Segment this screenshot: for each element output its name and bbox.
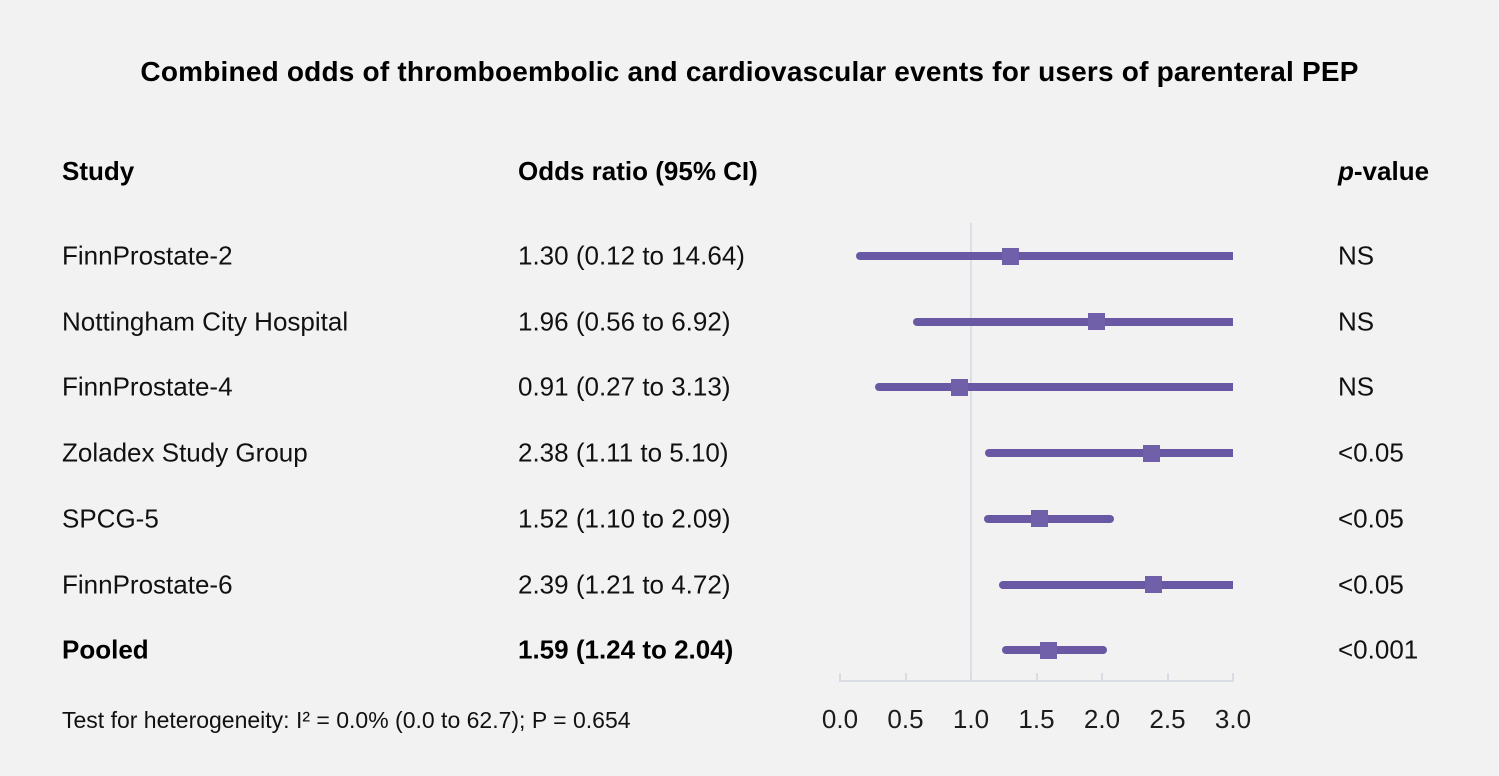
confidence-interval-bar (998, 580, 1233, 589)
odds-ratio-marker (950, 378, 968, 396)
odds-ratio-marker (1144, 576, 1162, 593)
x-axis-tick (1166, 673, 1169, 682)
odds-ratio-text: 1.59 (1.24 to 2.04) (518, 634, 734, 665)
odds-ratio-text: 1.52 (1.10 to 2.09) (518, 503, 731, 534)
study-label: FinnProstate-2 (62, 240, 233, 271)
p-value-text: <0.05 (1338, 569, 1404, 599)
confidence-interval-bar (984, 514, 1114, 523)
study-label: SPCG-5 (62, 503, 159, 534)
study-label: Zoladex Study Group (62, 437, 308, 468)
confidence-interval-bar (913, 317, 1233, 326)
x-axis-tick (1232, 673, 1234, 682)
x-axis-tick-label: 1.5 (1018, 704, 1055, 734)
x-axis-tick-label: 0.5 (887, 704, 924, 734)
odds-ratio-marker (1088, 313, 1106, 331)
study-label: Pooled (62, 634, 149, 665)
x-axis-tick (1101, 673, 1103, 682)
x-axis-tick-label: 1.0 (952, 704, 990, 734)
x-axis-tick (1035, 673, 1038, 682)
p-value-text: NS (1338, 240, 1375, 271)
odds-ratio-text: 0.91 (0.27 to 3.13) (518, 371, 731, 402)
odds-ratio-text: 1.30 (0.12 to 14.64) (518, 240, 745, 271)
confidence-interval-bar (855, 252, 1233, 260)
p-value-header-rest: -value (1353, 156, 1430, 186)
x-axis-tick (970, 673, 972, 682)
reference-line-at-1 (970, 223, 972, 682)
column-header-odds-ratio: Odds ratio (95% CI) (518, 156, 758, 186)
p-value-text: <0.001 (1338, 634, 1419, 665)
odds-ratio-text: 1.96 (0.56 to 6.92) (518, 306, 731, 337)
p-value-header-italic-p: p (1338, 156, 1354, 186)
odds-ratio-marker (1030, 510, 1048, 528)
study-label: FinnProstate-4 (62, 371, 233, 402)
x-axis-tick-label: 0.0 (821, 704, 859, 734)
heterogeneity-note: Test for heterogeneity: I² = 0.0% (0.0 t… (62, 707, 631, 733)
x-axis-tick-label: 2.0 (1083, 704, 1121, 734)
x-axis-tick (904, 673, 907, 682)
odds-ratio-text: 2.38 (1.11 to 5.10) (518, 437, 729, 468)
column-header-study: Study (62, 156, 135, 186)
odds-ratio-text: 2.39 (1.21 to 4.72) (518, 569, 731, 599)
x-axis-tick (839, 673, 841, 682)
confidence-interval-bar (985, 449, 1233, 458)
odds-ratio-marker (1143, 444, 1161, 462)
x-axis-tick-label: 2.5 (1149, 704, 1186, 734)
odds-ratio-marker (1039, 641, 1057, 659)
p-value-text: <0.05 (1338, 503, 1404, 534)
study-label: Nottingham City Hospital (62, 306, 349, 337)
p-value-text: NS (1338, 371, 1375, 402)
x-axis-tick-label: 3.0 (1214, 704, 1252, 734)
column-header-p-value: p-value (1338, 156, 1429, 187)
confidence-interval-bar (875, 383, 1233, 392)
odds-ratio-marker (1001, 247, 1019, 265)
p-value-text: NS (1338, 306, 1375, 337)
study-label: FinnProstate-6 (62, 569, 233, 599)
p-value-text: <0.05 (1338, 437, 1404, 468)
chart-title: Combined odds of thromboembolic and card… (140, 56, 1359, 87)
